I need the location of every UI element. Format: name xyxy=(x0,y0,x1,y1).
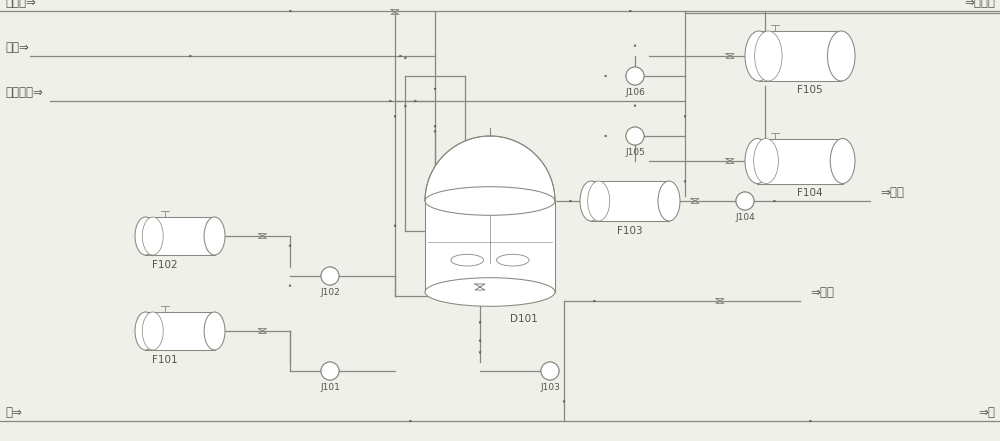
Text: F105: F105 xyxy=(797,85,823,95)
Ellipse shape xyxy=(830,138,855,183)
Ellipse shape xyxy=(745,31,772,81)
Text: ⇒产品: ⇒产品 xyxy=(810,286,834,299)
Ellipse shape xyxy=(496,254,529,266)
Ellipse shape xyxy=(828,31,855,81)
Circle shape xyxy=(541,362,559,380)
Bar xyxy=(145,217,215,255)
Ellipse shape xyxy=(204,312,225,350)
Circle shape xyxy=(321,362,339,380)
Text: ⇒空气: ⇒空气 xyxy=(880,186,904,199)
Ellipse shape xyxy=(204,217,225,255)
Circle shape xyxy=(626,127,644,145)
Text: F104: F104 xyxy=(797,188,823,198)
Ellipse shape xyxy=(425,278,555,306)
Ellipse shape xyxy=(451,254,484,266)
Text: D101: D101 xyxy=(510,314,538,324)
Text: ⇒水蒸气: ⇒水蒸气 xyxy=(964,0,995,9)
Text: J106: J106 xyxy=(625,88,645,97)
Circle shape xyxy=(736,192,754,210)
Circle shape xyxy=(321,267,339,285)
Text: J104: J104 xyxy=(735,213,755,222)
Text: F101: F101 xyxy=(152,355,178,365)
Ellipse shape xyxy=(142,312,163,350)
Text: J101: J101 xyxy=(320,383,340,392)
Bar xyxy=(145,312,215,350)
Text: 水⇒: 水⇒ xyxy=(5,406,22,419)
Circle shape xyxy=(626,67,644,85)
Circle shape xyxy=(321,362,339,380)
Ellipse shape xyxy=(658,181,680,221)
Bar xyxy=(759,31,841,81)
Ellipse shape xyxy=(588,181,610,221)
Text: J102: J102 xyxy=(320,288,340,297)
Ellipse shape xyxy=(745,138,770,183)
Ellipse shape xyxy=(425,187,555,215)
Circle shape xyxy=(541,362,559,380)
Circle shape xyxy=(626,67,644,85)
Ellipse shape xyxy=(580,181,602,221)
Text: J103: J103 xyxy=(540,383,560,392)
Text: 水蒸气⇒: 水蒸气⇒ xyxy=(5,0,36,9)
Text: F103: F103 xyxy=(617,226,643,236)
Ellipse shape xyxy=(135,312,156,350)
Ellipse shape xyxy=(755,31,782,81)
Bar xyxy=(757,138,843,183)
Ellipse shape xyxy=(135,217,156,255)
Text: 尿素⇒: 尿素⇒ xyxy=(5,41,29,54)
Ellipse shape xyxy=(142,217,163,255)
Text: J105: J105 xyxy=(625,148,645,157)
Text: 三聚氰胺⇒: 三聚氰胺⇒ xyxy=(5,86,43,99)
Bar xyxy=(425,201,555,292)
Text: F102: F102 xyxy=(152,260,178,270)
Circle shape xyxy=(736,192,754,210)
Circle shape xyxy=(626,127,644,145)
Bar xyxy=(591,181,669,221)
Ellipse shape xyxy=(754,138,778,183)
Text: ⇒水: ⇒水 xyxy=(978,406,995,419)
Circle shape xyxy=(321,267,339,285)
